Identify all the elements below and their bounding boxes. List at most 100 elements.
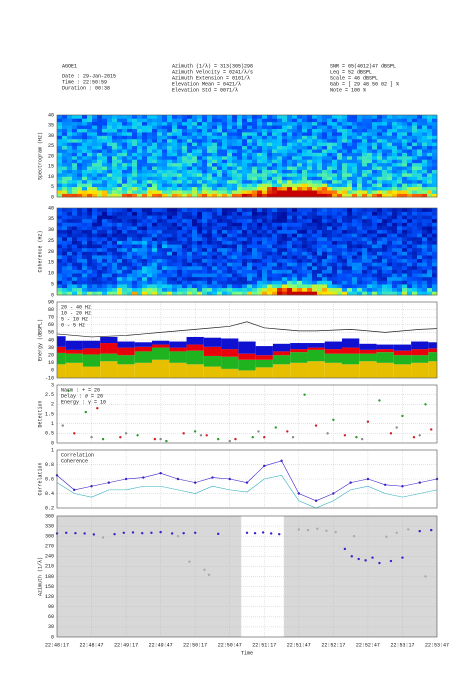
heatmap-cell [77, 211, 83, 216]
heatmap-cell [292, 152, 298, 157]
heatmap-cell [142, 125, 148, 129]
heatmap-cell [182, 193, 188, 198]
heatmap-cell [307, 218, 313, 223]
heatmap-cell [242, 255, 248, 260]
heatmap-cell [322, 237, 328, 241]
heatmap-cell [402, 269, 408, 274]
heatmap-cell [137, 149, 143, 153]
heatmap-cell [252, 222, 258, 227]
heatmap-cell [192, 125, 198, 129]
heatmap-cell [107, 145, 113, 150]
heatmap-cell [307, 176, 313, 181]
heatmap-cell [427, 291, 433, 296]
heatmap-cell [337, 287, 343, 292]
heatmap-cell [197, 179, 203, 184]
heatmap-cell [257, 218, 263, 223]
heatmap-cell [317, 291, 323, 296]
heatmap-cell [197, 169, 203, 174]
heatmap-cell [177, 166, 183, 170]
heatmap-cell [377, 125, 383, 129]
heatmap-cell [377, 273, 383, 278]
heatmap-cell [82, 255, 88, 260]
heatmap-cell [382, 125, 388, 129]
stacked-bar [57, 364, 66, 378]
heatmap-cell [407, 190, 413, 194]
heatmap-cell [287, 118, 293, 123]
heatmap-cell [382, 176, 388, 181]
heatmap-cell [382, 183, 388, 188]
heatmap-cell [382, 273, 388, 278]
heatmap-cell [417, 240, 423, 245]
heatmap-cell [372, 237, 378, 241]
heatmap-cell [92, 169, 98, 174]
heatmap-cell [172, 115, 178, 119]
point [217, 532, 220, 536]
heatmap-cell [252, 287, 258, 292]
heatmap-cell [107, 159, 113, 164]
stacked-bar [342, 364, 360, 378]
heatmap-cell [72, 190, 78, 194]
heatmap-cell [267, 115, 273, 119]
heatmap-cell [287, 186, 293, 191]
heatmap-cell [422, 190, 428, 194]
legend-entry: 0 - 5 Hz [61, 322, 85, 328]
heatmap-cell [362, 211, 368, 216]
heatmap-cell [312, 135, 318, 140]
heatmap-cell [267, 132, 273, 136]
heatmap-cell [292, 208, 298, 212]
heatmap-cell [332, 176, 338, 181]
heatmap-cell [287, 166, 293, 170]
heatmap-cell [212, 166, 218, 170]
heatmap-cell [322, 226, 328, 231]
heatmap-cell [367, 255, 373, 260]
heatmap-cell [97, 190, 103, 194]
heatmap-cell [162, 269, 168, 274]
stacked-bar [100, 361, 118, 378]
heatmap-cell [57, 215, 63, 220]
heatmap-cell [152, 240, 158, 245]
heatmap-cell [57, 208, 63, 212]
heatmap-cell [122, 211, 128, 216]
heatmap-cell [237, 258, 243, 263]
heatmap-cell [202, 186, 208, 191]
heatmap-cell [377, 179, 383, 184]
heatmap-cell [87, 145, 93, 150]
stacked-bar [272, 351, 291, 356]
heatmap-cell [287, 255, 293, 260]
heatmap-cell [232, 142, 238, 147]
stacked-bar [152, 347, 170, 360]
heatmap-cell [232, 226, 238, 231]
heatmap-cell [332, 291, 338, 296]
heatmap-cell [412, 215, 418, 220]
heatmap-cell [277, 208, 283, 212]
heatmap-cell [87, 215, 93, 220]
heatmap-cell [102, 166, 108, 170]
y-axis-label: Coherence (Hz) [37, 230, 43, 272]
heatmap-cell [152, 125, 158, 129]
heatmap-cell [122, 258, 128, 263]
point [257, 430, 260, 433]
stacked-bar [324, 341, 342, 350]
heatmap-cell [247, 226, 253, 231]
heatmap-cell [137, 269, 143, 274]
heatmap-cell [82, 176, 88, 181]
heatmap-cell [392, 266, 398, 270]
heatmap-cell [412, 193, 418, 198]
heatmap-cell [207, 237, 213, 241]
point [389, 432, 393, 435]
heatmap-cell [192, 135, 198, 140]
heatmap-cell [407, 284, 413, 289]
heatmap-cell [272, 291, 278, 296]
heatmap-cell [377, 211, 383, 216]
heatmap-cell [417, 115, 423, 119]
heatmap-cell [117, 244, 123, 249]
heatmap-cell [72, 258, 78, 263]
heatmap-cell [397, 287, 403, 292]
heatmap-cell [77, 280, 83, 285]
heatmap-cell [187, 291, 193, 296]
heatmap-cell [417, 222, 423, 227]
heatmap-cell [142, 258, 148, 263]
heatmap-cell [302, 251, 308, 256]
heatmap-cell [377, 266, 383, 270]
heatmap-cell [87, 159, 93, 164]
